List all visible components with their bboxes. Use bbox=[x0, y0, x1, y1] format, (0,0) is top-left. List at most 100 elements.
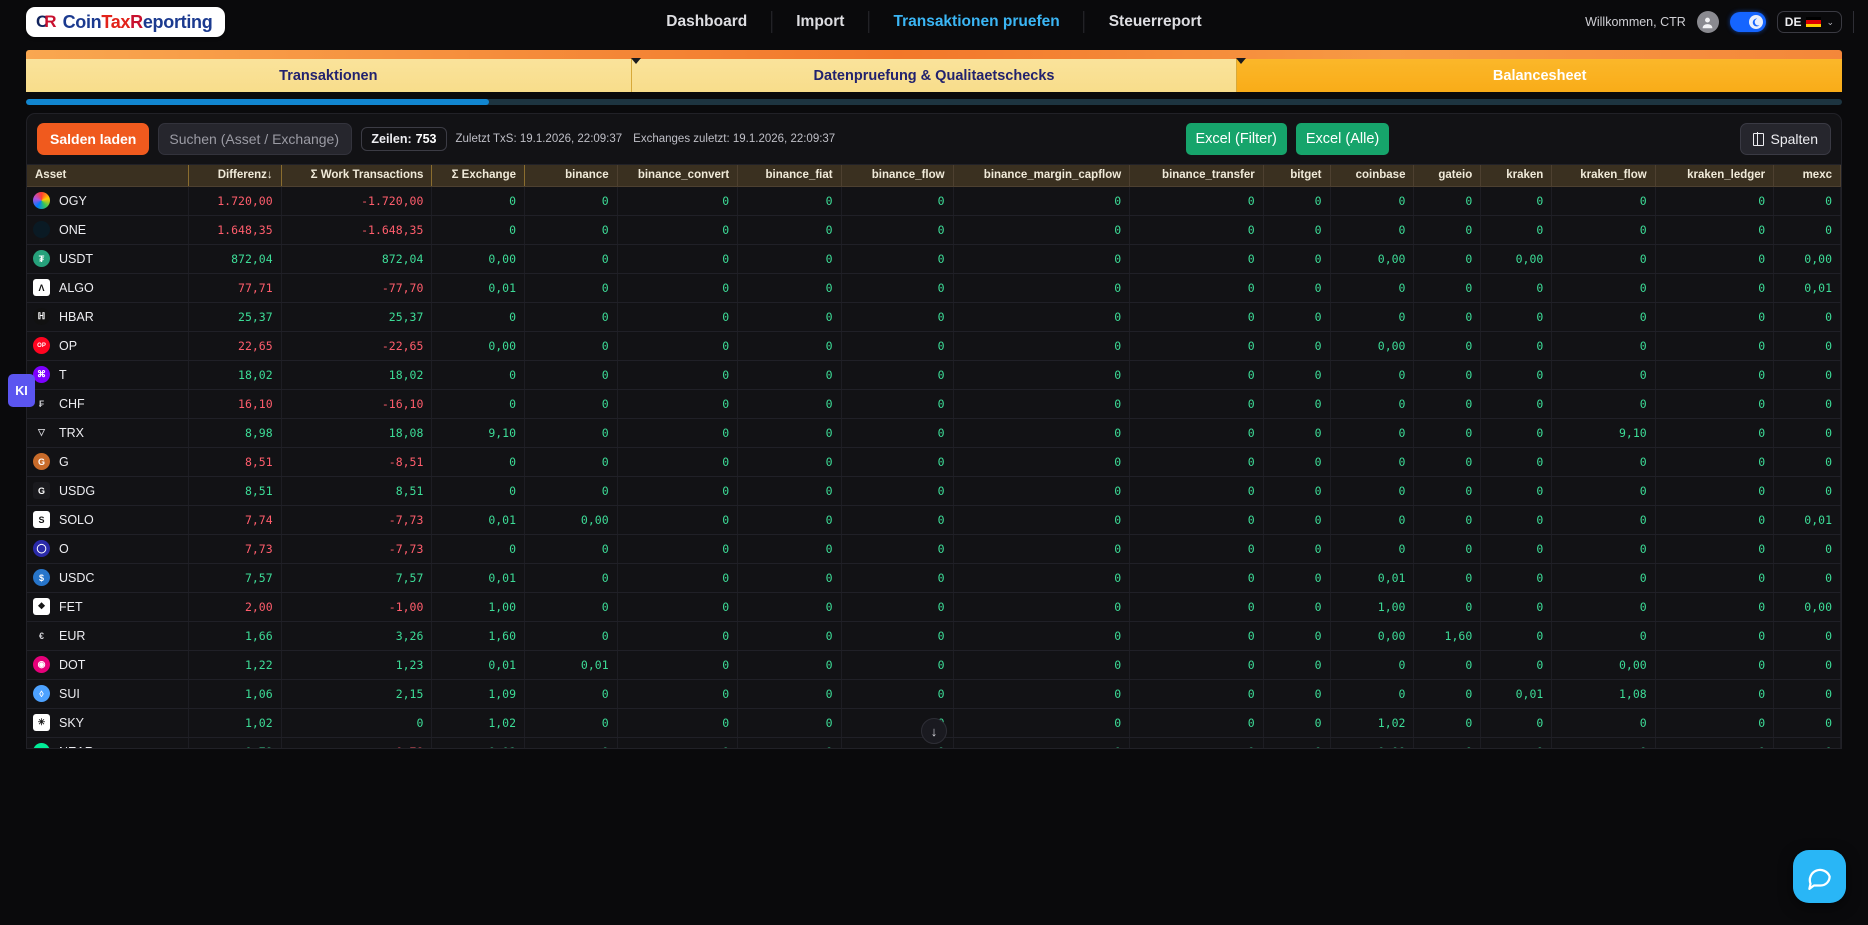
cell-binance_flow: 0 bbox=[841, 505, 954, 535]
cell-coinbase: 0,00 bbox=[1330, 244, 1415, 274]
nav-item-dashboard[interactable]: Dashboard bbox=[642, 11, 773, 33]
table-row[interactable]: ONE 1.648,35 -1.648,35 0 0 0 0 0 0 0 0 0 0 0 0 0 0 bbox=[27, 215, 1841, 245]
table-row[interactable]: ◊ SUI 1,06 2,15 1,09 0 0 0 0 0 0 0 0 0 0,01 1,08 0 0 bbox=[27, 679, 1841, 709]
cell-gateio: 0 bbox=[1413, 534, 1482, 564]
cell-coinbase: 0 bbox=[1330, 476, 1415, 506]
cell-kraken_ledger: 0 bbox=[1655, 418, 1775, 448]
tab-balancesheet[interactable]: Balancesheet bbox=[1236, 58, 1843, 92]
scroll-down-indicator[interactable]: ↓ bbox=[921, 718, 947, 744]
cell-work: -77,70 bbox=[281, 273, 433, 303]
cell-work: 872,04 bbox=[281, 244, 433, 274]
asset-symbol: DOT bbox=[59, 657, 86, 672]
chat-bubble-icon[interactable] bbox=[1793, 850, 1846, 903]
cell-binance: 0 bbox=[524, 708, 618, 738]
table-row[interactable]: ◉ DOT 1,22 1,23 0,01 0,01 0 0 0 0 0 0 0 0 0 0,00 0 0 bbox=[27, 650, 1841, 680]
column-header-bitget[interactable]: bitget bbox=[1263, 165, 1331, 187]
table-row[interactable]: G G 8,51 -8,51 0 0 0 0 0 0 0 0 0 0 0 0 0 0 bbox=[27, 447, 1841, 477]
load-balances-button[interactable]: Salden laden bbox=[37, 123, 150, 155]
excel-filter-export-button[interactable]: Excel (Filter) bbox=[1185, 123, 1287, 155]
table-row[interactable]: ℍ HBAR 25,37 25,37 0 0 0 0 0 0 0 0 0 0 0 0 0 0 bbox=[27, 302, 1841, 332]
column-header-kraken_flow[interactable]: kraken_flow bbox=[1551, 165, 1656, 187]
cell-binance_flow: 0 bbox=[841, 476, 954, 506]
nav-item-transaktionen-pruefen[interactable]: Transaktionen pruefen bbox=[869, 11, 1085, 33]
cell-kraken_flow: 0 bbox=[1551, 708, 1656, 738]
column-header-work[interactable]: Σ Work Transactions bbox=[281, 165, 433, 187]
language-code: DE bbox=[1784, 15, 1802, 29]
cell-coinbase: 0 bbox=[1330, 679, 1415, 709]
table-row[interactable]: $ USDC 7,57 7,57 0,01 0 0 0 0 0 0 0 0,01 0 0 0 0 0 bbox=[27, 563, 1841, 593]
coin-logo-icon: G bbox=[33, 453, 50, 470]
tab-balancesheet-label: Balancesheet bbox=[1492, 67, 1587, 84]
table-row[interactable]: € EUR 1,66 3,26 1,60 0 0 0 0 0 0 0 0,00 1,60 0 0 0 0 bbox=[27, 621, 1841, 651]
search-input[interactable] bbox=[158, 123, 353, 155]
column-header-differenz[interactable]: Differenz↓ bbox=[188, 165, 282, 187]
table-row[interactable]: ₮ USDT 872,04 872,04 0,00 0 0 0 0 0 0 0 0,00 0 0,00 0 0 0… bbox=[27, 244, 1841, 274]
column-header-binance_convert[interactable]: binance_convert bbox=[617, 165, 739, 187]
cell-binance_margin_capflow: 0 bbox=[953, 534, 1131, 564]
cell-binance: 0 bbox=[524, 244, 618, 274]
table-row[interactable]: S SOLO 7,74 -7,73 0,01 0,00 0 0 0 0 0 0 0 0 0 0 0 0,01 bbox=[27, 505, 1841, 535]
asset-symbol: NEAR bbox=[59, 745, 94, 749]
cell-coinbase: 0 bbox=[1330, 534, 1415, 564]
table-row[interactable]: OP OP 22,65 -22,65 0,00 0 0 0 0 0 0 0 0,00 0 0 0 0 0 bbox=[27, 331, 1841, 361]
cell-bitget: 0 bbox=[1263, 244, 1331, 274]
table-row[interactable]: ₣ CHF 16,10 -16,10 0 0 0 0 0 0 0 0 0 0 0 0 0 0 bbox=[27, 389, 1841, 419]
nav-item-import[interactable]: Import bbox=[772, 11, 870, 33]
table-row[interactable]: ⌘ T 18,02 18,02 0 0 0 0 0 0 0 0 0 0 0 0 0 0 bbox=[27, 360, 1841, 390]
german-flag-icon bbox=[1806, 17, 1822, 27]
cell-binance_fiat: 0 bbox=[737, 679, 842, 709]
cell-binance_margin_capflow: 0 bbox=[953, 331, 1131, 361]
table-row[interactable]: OGY 1.720,00 -1.720,00 0 0 0 0 0 0 0 0 0 0 0 0 0 0 bbox=[27, 186, 1841, 216]
cell-coinbase: 0 bbox=[1330, 447, 1415, 477]
cell-kraken: 0 bbox=[1480, 708, 1553, 738]
excel-all-export-button[interactable]: Excel (Alle) bbox=[1295, 123, 1390, 155]
cell-binance_margin_capflow: 0 bbox=[953, 360, 1131, 390]
table-row[interactable]: Λ ALGO 77,71 -77,70 0,01 0 0 0 0 0 0 0 0 0 0 0 0 0,01 bbox=[27, 273, 1841, 303]
column-header-binance_transfer[interactable]: binance_transfer bbox=[1129, 165, 1264, 187]
column-header-binance[interactable]: binance bbox=[524, 165, 618, 187]
cell-bitget: 0 bbox=[1263, 447, 1331, 477]
column-header-binance_margin_capflow[interactable]: binance_margin_capflow bbox=[953, 165, 1131, 187]
columns-button[interactable]: Spalten bbox=[1739, 123, 1831, 155]
cell-kraken_flow: 0 bbox=[1551, 621, 1656, 651]
cell-binance_fiat: 0 bbox=[737, 244, 842, 274]
language-selector[interactable]: DE ⌄ bbox=[1776, 11, 1842, 33]
table-row[interactable]: ◯ O 7,73 -7,73 0 0 0 0 0 0 0 0 0 0 0 0 0 0 bbox=[27, 534, 1841, 564]
ai-assistant-side-tab[interactable]: KI bbox=[8, 374, 35, 407]
cell-binance: 0 bbox=[524, 215, 618, 245]
cell-binance_flow: 0 bbox=[841, 244, 954, 274]
tab-datenpruefung[interactable]: Datenpruefung & Qualitaetschecks bbox=[630, 58, 1238, 92]
column-header-kraken_ledger[interactable]: kraken_ledger bbox=[1655, 165, 1775, 187]
column-header-asset[interactable]: Asset bbox=[27, 165, 190, 187]
cell-exchange: 0,01 bbox=[431, 505, 526, 535]
cell-binance_fiat: 0 bbox=[737, 331, 842, 361]
column-header-gateio[interactable]: gateio bbox=[1413, 165, 1482, 187]
column-header-coinbase[interactable]: coinbase bbox=[1330, 165, 1415, 187]
cell-binance_transfer: 0 bbox=[1129, 505, 1264, 535]
column-header-exchange[interactable]: Σ Exchange bbox=[431, 165, 526, 187]
cell-kraken_ledger: 0 bbox=[1655, 505, 1775, 535]
cell-kraken_ledger: 0 bbox=[1655, 737, 1775, 748]
cell-binance_fiat: 0 bbox=[737, 621, 842, 651]
cell-binance_transfer: 0 bbox=[1129, 592, 1264, 622]
cell-binance_convert: 0 bbox=[617, 621, 739, 651]
coin-logo-icon: G bbox=[33, 482, 50, 499]
table-row[interactable]: ▽ TRX 8,98 18,08 9,10 0 0 0 0 0 0 0 0 0 0 9,10 0 0 bbox=[27, 418, 1841, 448]
column-header-kraken[interactable]: kraken bbox=[1480, 165, 1553, 187]
dark-mode-toggle[interactable] bbox=[1729, 12, 1766, 32]
cell-binance_fiat: 0 bbox=[737, 273, 842, 303]
cell-kraken_ledger: 0 bbox=[1655, 679, 1775, 709]
nav-item-steuerreport[interactable]: Steuerreport bbox=[1108, 13, 1202, 30]
column-header-mexc[interactable]: mexc bbox=[1773, 165, 1841, 187]
user-icon[interactable] bbox=[1696, 11, 1719, 33]
column-header-binance_flow[interactable]: binance_flow bbox=[841, 165, 954, 187]
tab-transaktionen[interactable]: Transaktionen bbox=[26, 59, 632, 92]
column-header-binance_fiat[interactable]: binance_fiat bbox=[737, 165, 842, 187]
cell-work: -22,65 bbox=[281, 331, 433, 361]
table-row[interactable]: G USDG 8,51 8,51 0 0 0 0 0 0 0 0 0 0 0 0 0 0 bbox=[27, 476, 1841, 506]
balancesheet-table-container[interactable]: Asset Differenz↓ Σ Work Transactions Σ Exch… bbox=[26, 165, 1842, 749]
table-row[interactable]: ❖ FET 2,00 -1,00 1,00 0 0 0 0 0 0 0 1,00 0 0 0 0 0,00 bbox=[27, 592, 1841, 622]
cell-binance: 0 bbox=[524, 360, 618, 390]
